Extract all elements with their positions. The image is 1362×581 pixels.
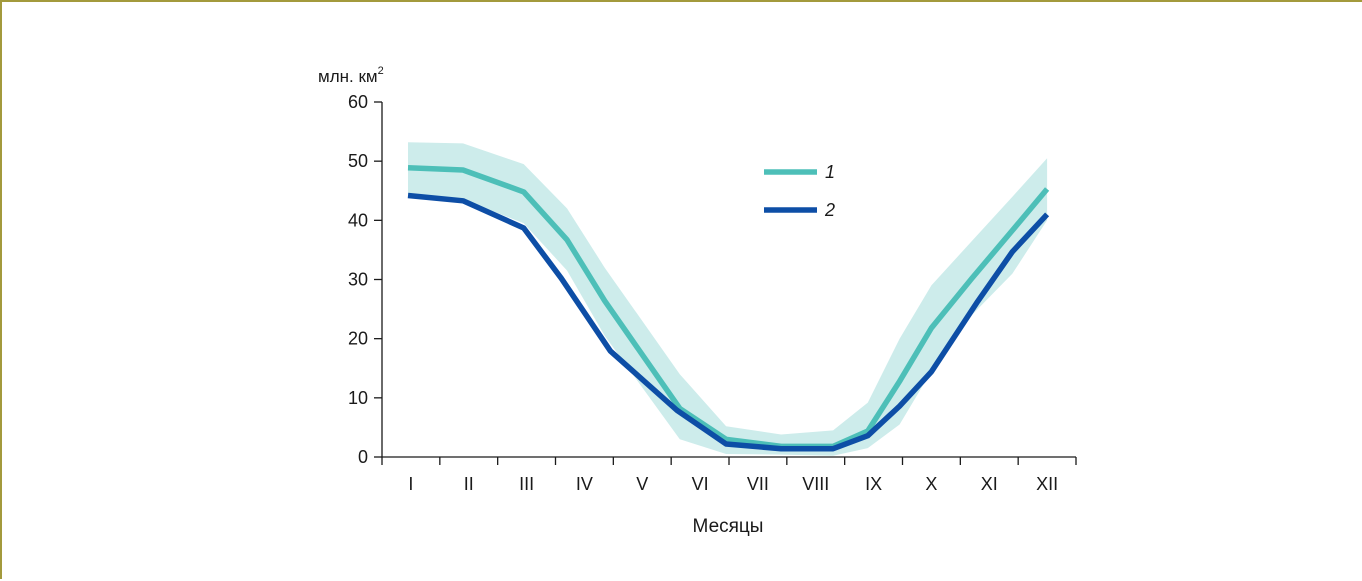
x-tick-label: IV xyxy=(576,474,593,494)
y-axis-label: млн. км2 xyxy=(318,65,384,86)
legend: 12 xyxy=(764,162,835,220)
x-tick-label: X xyxy=(925,474,937,494)
y-axis-label-superscript: 2 xyxy=(378,65,384,77)
y-tick-label: 40 xyxy=(348,210,368,230)
x-tick-label: VII xyxy=(747,474,769,494)
x-tick-label: IX xyxy=(865,474,882,494)
x-tick-label: VIII xyxy=(802,474,829,494)
y-tick-label: 50 xyxy=(348,151,368,171)
x-tick-label: II xyxy=(464,474,474,494)
range-band xyxy=(408,142,1048,456)
x-tick-label: VI xyxy=(692,474,709,494)
y-tick-label: 10 xyxy=(348,388,368,408)
x-tick-label: V xyxy=(636,474,648,494)
y-tick-label: 20 xyxy=(348,329,368,349)
x-tick-label: XI xyxy=(981,474,998,494)
x-tick-label: I xyxy=(408,474,413,494)
y-tick-label: 0 xyxy=(358,447,368,467)
x-axis-label: Месяцы xyxy=(693,516,764,537)
y-tick-label: 30 xyxy=(348,270,368,290)
legend-label-1: 1 xyxy=(825,162,835,182)
legend-label-2: 2 xyxy=(824,200,835,220)
x-tick-label: III xyxy=(519,474,534,494)
series-2-line xyxy=(407,192,1050,452)
y-tick-label: 60 xyxy=(348,92,368,112)
y-axis-label-base: млн. км xyxy=(318,67,378,86)
x-tick-label: XII xyxy=(1036,474,1058,494)
